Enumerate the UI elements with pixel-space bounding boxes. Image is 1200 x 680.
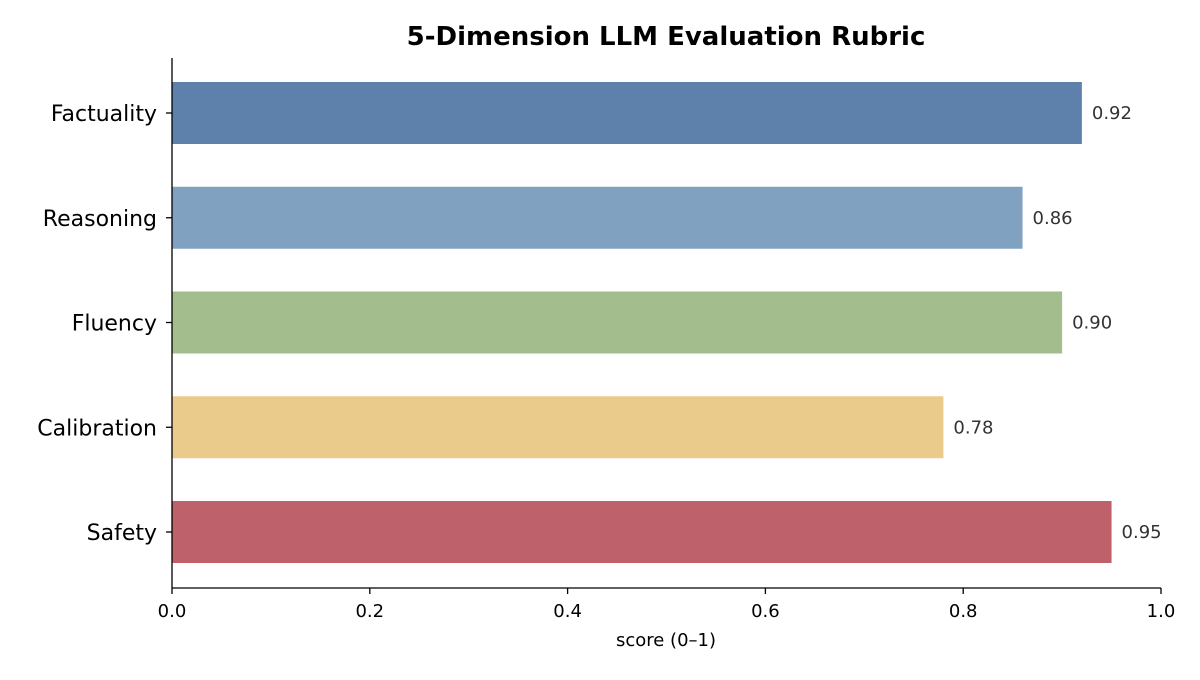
bar-fluency	[172, 291, 1063, 354]
value-label-safety: 0.95	[1122, 522, 1162, 543]
x-axis: 0.0 0.2 0.4 0.6 0.8 1.0	[158, 587, 1176, 622]
value-label-factuality: 0.92	[1092, 103, 1132, 124]
x-tick-label: 0.0	[158, 601, 187, 622]
category-label-safety: Safety	[87, 521, 157, 546]
value-label-calibration: 0.78	[953, 417, 993, 438]
chart-title: 5-Dimension LLM Evaluation Rubric	[407, 22, 926, 52]
x-tick-label: 0.8	[949, 601, 978, 622]
x-tick-label: 0.6	[751, 601, 780, 622]
value-label-fluency: 0.90	[1072, 313, 1112, 334]
y-axis: Factuality Reasoning Fluency Calibration Saf…	[37, 58, 173, 588]
category-label-reasoning: Reasoning	[43, 207, 157, 232]
bar-factuality	[172, 82, 1082, 144]
bar-reasoning	[172, 186, 1023, 249]
x-tick-label: 0.2	[355, 601, 384, 622]
bar-safety	[172, 501, 1112, 563]
bar-calibration	[172, 396, 944, 459]
bars-group: 0.92 0.86 0.90 0.78 0.95	[172, 82, 1162, 563]
category-label-calibration: Calibration	[37, 416, 157, 441]
x-tick-label: 1.0	[1147, 601, 1176, 622]
value-label-reasoning: 0.86	[1033, 208, 1073, 229]
x-axis-label: score (0–1)	[616, 630, 716, 651]
category-label-factuality: Factuality	[51, 102, 157, 127]
category-label-fluency: Fluency	[72, 312, 157, 337]
x-tick-label: 0.4	[553, 601, 582, 622]
